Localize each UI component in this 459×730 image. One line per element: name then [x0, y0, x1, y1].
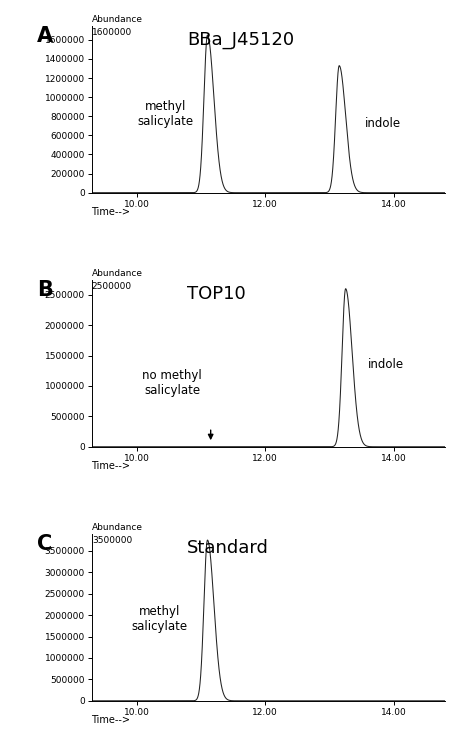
Text: indole: indole	[368, 358, 404, 371]
Text: Abundance: Abundance	[92, 523, 143, 532]
Text: C: C	[37, 534, 52, 553]
Text: Abundance: Abundance	[92, 269, 143, 278]
Text: methyl
salicylate: methyl salicylate	[138, 100, 194, 128]
Text: Time-->: Time-->	[91, 461, 130, 471]
Text: B: B	[37, 280, 53, 299]
Text: methyl
salicylate: methyl salicylate	[131, 605, 187, 634]
Text: Time-->: Time-->	[91, 715, 130, 725]
Text: A: A	[37, 26, 53, 45]
Text: BBa_J45120: BBa_J45120	[187, 31, 294, 49]
Text: Abundance: Abundance	[92, 15, 143, 24]
Text: TOP10: TOP10	[187, 285, 246, 303]
Text: no methyl
salicylate: no methyl salicylate	[142, 369, 202, 397]
Text: 3500000: 3500000	[92, 536, 132, 545]
Text: Standard: Standard	[187, 539, 269, 557]
Text: Time-->: Time-->	[91, 207, 130, 217]
Text: 1600000: 1600000	[92, 28, 132, 37]
Text: indole: indole	[365, 118, 401, 131]
Text: 2500000: 2500000	[92, 282, 132, 291]
